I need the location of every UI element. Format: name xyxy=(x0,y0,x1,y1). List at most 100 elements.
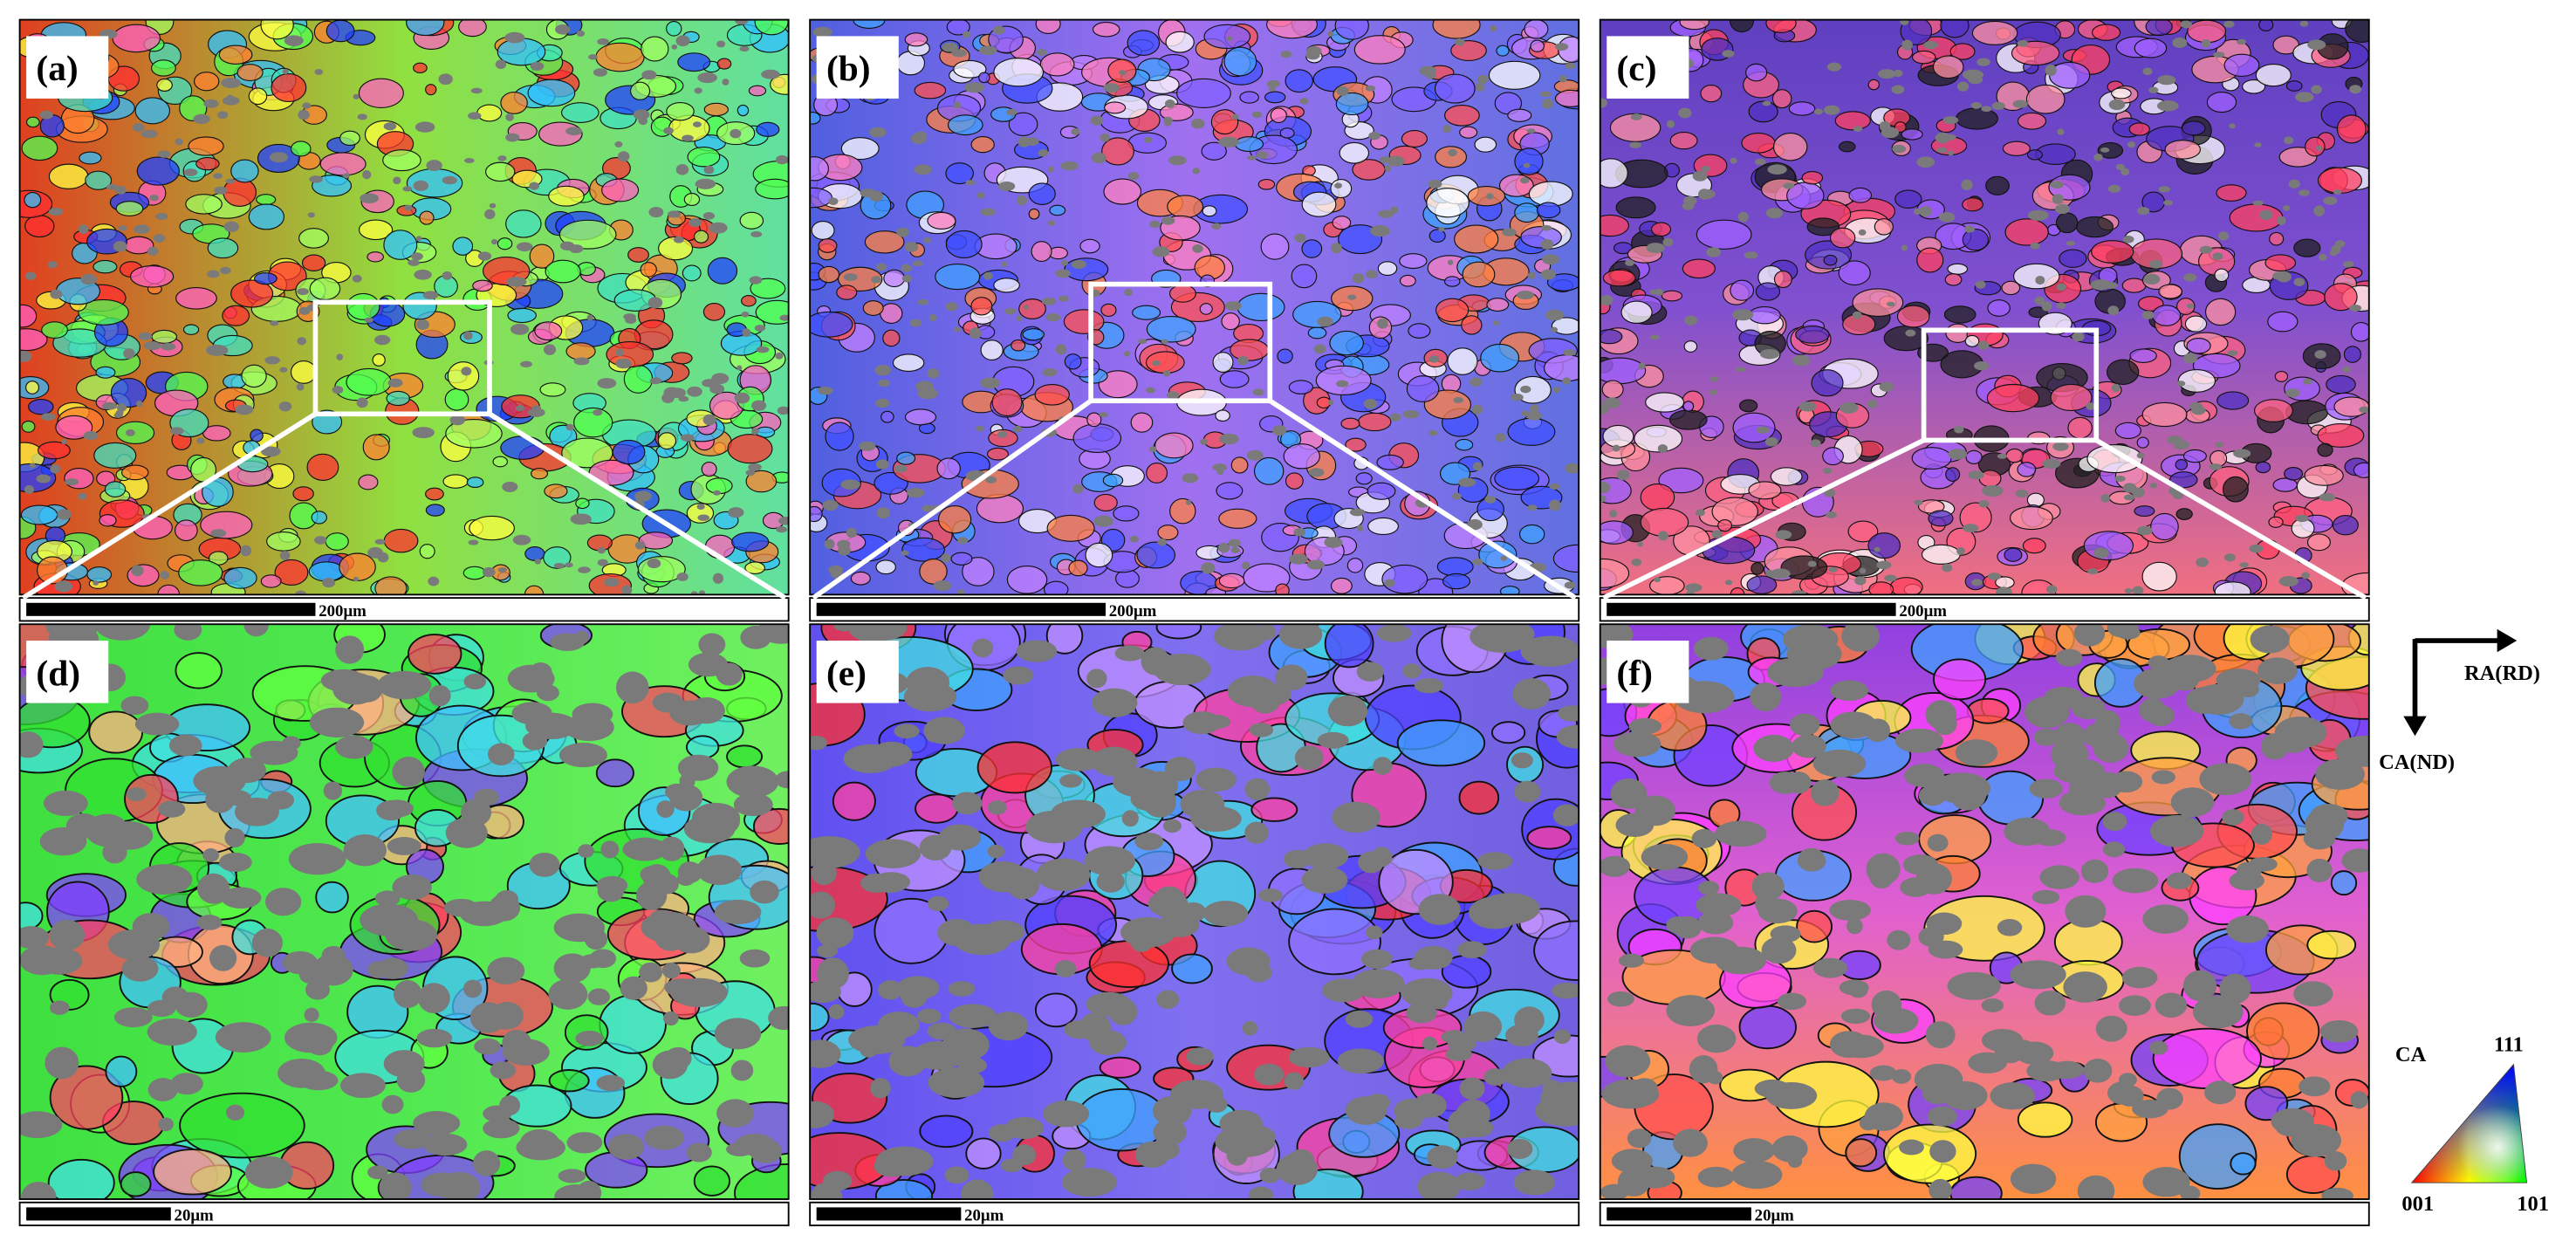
grain xyxy=(1730,279,1755,301)
particle xyxy=(2112,868,2159,894)
grain xyxy=(1455,438,1474,451)
grain xyxy=(716,58,732,70)
grain xyxy=(1514,375,1552,404)
particle xyxy=(2136,525,2153,536)
grain xyxy=(1367,482,1396,500)
particle xyxy=(1697,1166,1735,1188)
grain xyxy=(1064,353,1082,370)
particle xyxy=(149,195,159,202)
particle xyxy=(2349,85,2362,94)
grain xyxy=(405,19,445,37)
grain xyxy=(2182,120,2206,136)
grain xyxy=(1645,392,1685,413)
particle xyxy=(504,31,525,44)
grain xyxy=(1530,39,1545,52)
grain xyxy=(1257,178,1276,190)
particle xyxy=(558,743,607,768)
particle xyxy=(1370,225,1390,237)
particle xyxy=(65,813,101,839)
grain xyxy=(402,291,437,320)
grain xyxy=(1717,518,1732,532)
rd-arrowhead xyxy=(2497,628,2518,653)
particle xyxy=(1609,510,1618,518)
particle xyxy=(2136,452,2145,459)
particle xyxy=(19,926,50,950)
particle xyxy=(1224,300,1242,311)
particle xyxy=(2229,123,2236,129)
particle xyxy=(362,170,372,180)
grain xyxy=(1788,101,1816,116)
grain xyxy=(2255,63,2292,87)
grain xyxy=(1146,316,1196,343)
grain xyxy=(1458,780,1500,815)
grain xyxy=(49,1065,124,1130)
grain xyxy=(2141,401,2188,428)
particle xyxy=(2295,92,2314,103)
particle xyxy=(1764,436,1778,447)
particle xyxy=(568,244,584,253)
particle xyxy=(207,270,220,278)
panel-label: (a) xyxy=(36,48,78,89)
particle xyxy=(1540,239,1554,250)
particle xyxy=(519,1128,559,1157)
particle xyxy=(302,102,312,109)
particle xyxy=(1377,318,1388,329)
particle xyxy=(810,980,841,1004)
grain xyxy=(175,286,217,310)
particle xyxy=(1775,530,1792,539)
particle xyxy=(894,464,908,473)
grain xyxy=(755,299,789,325)
particle xyxy=(1666,120,1675,128)
particle xyxy=(1613,731,1661,758)
particle xyxy=(2123,494,2135,501)
particle xyxy=(1902,854,1939,875)
particle xyxy=(597,38,610,45)
particle xyxy=(470,87,483,94)
particle xyxy=(221,78,242,88)
particle xyxy=(1527,504,1538,511)
grain xyxy=(2152,1027,2262,1089)
particle xyxy=(578,844,594,858)
particle xyxy=(2163,655,2216,683)
particle xyxy=(1666,995,1716,1026)
particle xyxy=(1337,1048,1384,1074)
grain xyxy=(413,62,428,74)
grain xyxy=(1971,20,2018,45)
particle xyxy=(1535,1095,1579,1127)
particle xyxy=(1336,86,1349,97)
particle xyxy=(143,341,161,351)
particle xyxy=(1826,62,1842,72)
particle xyxy=(2158,186,2171,193)
particle xyxy=(876,263,887,271)
particle xyxy=(490,238,498,245)
particle xyxy=(1121,810,1139,827)
particle xyxy=(1853,126,1863,133)
particle xyxy=(1555,43,1569,51)
particle xyxy=(2139,697,2166,723)
grain xyxy=(810,187,833,209)
particle xyxy=(343,833,387,867)
particle xyxy=(810,891,836,919)
grain xyxy=(2107,359,2140,385)
particle xyxy=(2299,20,2309,27)
grain xyxy=(657,432,677,450)
grain xyxy=(1283,443,1320,470)
grain xyxy=(1028,208,1040,220)
particle xyxy=(153,234,166,243)
panel-frame xyxy=(1599,623,2370,1200)
grain xyxy=(1279,127,1295,139)
grain xyxy=(2350,322,2369,342)
grain xyxy=(85,170,113,190)
particle xyxy=(1987,573,2002,580)
particle xyxy=(1288,1046,1330,1068)
particle xyxy=(1607,991,1634,1007)
particle xyxy=(147,1018,197,1046)
grain xyxy=(1554,89,1579,107)
particle xyxy=(1016,315,1023,322)
grain xyxy=(666,101,695,121)
grain xyxy=(811,220,835,240)
grain xyxy=(386,390,410,407)
grain xyxy=(1377,261,1398,277)
particle xyxy=(1091,289,1100,298)
particle xyxy=(1858,229,1867,236)
